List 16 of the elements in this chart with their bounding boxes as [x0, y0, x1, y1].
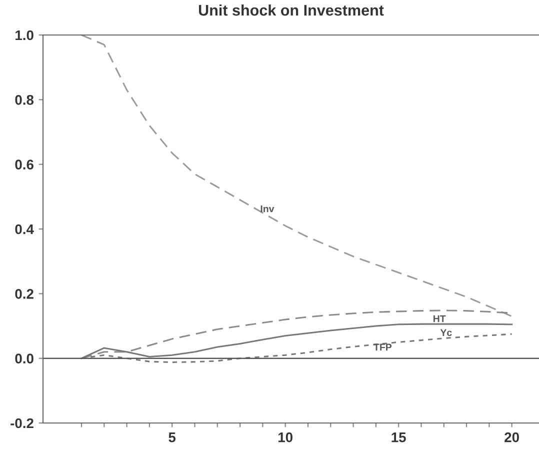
x-tick-label: 20 [504, 432, 519, 442]
y-tick-label: 0.4 [15, 224, 34, 234]
y-tick-label: 0.6 [15, 160, 34, 170]
annotation: HT [434, 315, 446, 322]
x-tick-label: 5 [168, 432, 176, 442]
x-tick-label: 10 [278, 432, 292, 442]
y-tick-label: 0.2 [15, 289, 34, 299]
y-tick-label: 0.8 [15, 95, 34, 105]
annotation: Yc [440, 329, 452, 336]
y-tick-label: 1.0 [16, 30, 34, 40]
annotation: Inv [260, 205, 274, 212]
chart-title: Unit shock on Investment [198, 4, 384, 16]
y-tick-label: 0.0 [15, 354, 34, 364]
annotation: TFP [374, 344, 392, 350]
y-tick-label: -0.2 [10, 418, 34, 428]
x-tick-label: 15 [392, 432, 406, 442]
